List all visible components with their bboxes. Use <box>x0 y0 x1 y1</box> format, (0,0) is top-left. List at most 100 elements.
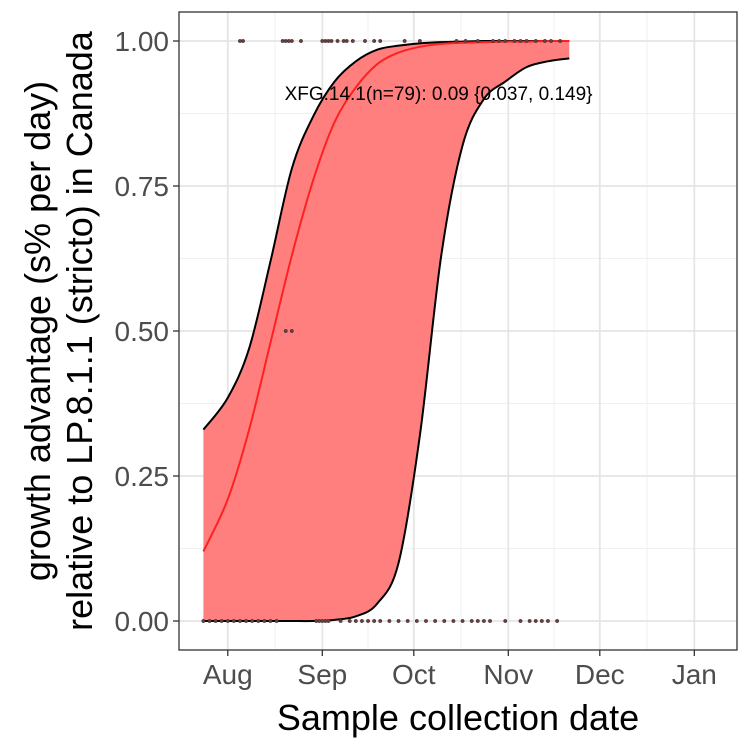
y-tick-label: 0.75 <box>115 171 170 202</box>
data-point <box>250 619 255 623</box>
x-axis-title: Sample collection date <box>277 697 639 738</box>
data-point <box>213 619 218 623</box>
data-point <box>280 39 285 43</box>
data-point <box>256 619 261 623</box>
y-axis-title: growth advantage (s% per day) relative t… <box>17 30 100 631</box>
data-point <box>405 619 410 623</box>
data-point <box>320 39 325 43</box>
data-point <box>335 39 340 43</box>
data-point <box>533 39 538 43</box>
data-point <box>543 39 547 43</box>
data-point <box>524 39 529 43</box>
data-point <box>323 619 328 623</box>
x-tick-label: Dec <box>575 659 625 690</box>
data-point <box>317 619 322 623</box>
points-layer <box>201 39 563 623</box>
data-point <box>238 619 242 623</box>
data-point <box>518 39 523 43</box>
data-point <box>286 39 291 43</box>
data-point <box>289 329 294 333</box>
data-point <box>268 619 273 623</box>
y-axis-title-line-2: relative to LP.8.1.1 (stricto) in Canada <box>59 30 100 631</box>
data-point <box>323 39 328 43</box>
data-point <box>402 39 407 43</box>
data-point <box>558 39 563 43</box>
data-point <box>518 619 523 623</box>
y-axis-title-line-1: growth advantage (s% per day) <box>17 81 58 581</box>
data-point <box>231 619 236 623</box>
data-point <box>344 39 349 43</box>
data-point <box>463 39 468 43</box>
data-point <box>417 39 422 43</box>
data-point <box>219 619 224 623</box>
data-point <box>488 619 492 623</box>
data-point <box>460 619 465 623</box>
x-tick-label: Oct <box>392 659 436 690</box>
data-point <box>387 619 392 623</box>
data-point <box>372 39 377 43</box>
data-point <box>262 619 267 623</box>
data-point <box>414 619 419 623</box>
data-point <box>503 39 508 43</box>
data-point <box>527 619 532 623</box>
data-point <box>283 329 288 333</box>
data-point <box>274 619 279 623</box>
data-point <box>363 39 367 43</box>
data-point <box>546 619 550 623</box>
data-point <box>244 619 248 623</box>
y-axis: 0.00 0.25 0.50 0.75 1.00 <box>115 26 179 637</box>
data-point <box>378 619 383 623</box>
data-point <box>372 619 377 623</box>
data-point <box>512 39 517 43</box>
y-tick-label: 0.50 <box>115 316 170 347</box>
data-point <box>469 619 474 623</box>
data-point <box>360 619 364 623</box>
data-point <box>314 619 319 623</box>
data-point <box>320 619 325 623</box>
x-axis: Aug Sep Oct Nov Dec Jan <box>203 650 717 690</box>
data-point <box>482 619 486 623</box>
x-tick-label: Nov <box>483 659 533 690</box>
x-tick-label: Sep <box>297 659 347 690</box>
data-point <box>207 619 212 623</box>
data-point <box>347 619 352 623</box>
data-point <box>329 39 334 43</box>
data-point <box>289 39 294 43</box>
data-point <box>326 619 331 623</box>
data-point <box>225 619 230 623</box>
data-point <box>454 39 459 43</box>
y-tick-label: 0.25 <box>115 461 170 492</box>
data-point <box>491 39 495 43</box>
data-point <box>326 39 331 43</box>
x-tick-label: Aug <box>203 659 253 690</box>
x-tick-label: Jan <box>672 659 717 690</box>
data-point <box>283 39 288 43</box>
data-point <box>366 619 370 623</box>
data-point <box>497 39 502 43</box>
data-point <box>549 39 553 43</box>
data-point <box>241 39 245 43</box>
y-tick-label: 0.00 <box>115 606 170 637</box>
data-point <box>350 39 355 43</box>
data-point <box>533 619 538 623</box>
data-point <box>503 619 508 623</box>
data-point <box>424 619 428 623</box>
data-point <box>341 39 346 43</box>
data-point <box>475 619 480 623</box>
data-point <box>396 619 401 623</box>
confidence-band <box>203 40 570 622</box>
annotation: XFG.14.1(n=79): 0.09 {0.037, 0.149} <box>285 84 593 105</box>
data-point <box>442 619 447 623</box>
data-point <box>378 39 383 43</box>
data-point <box>555 619 559 623</box>
data-point <box>433 619 438 623</box>
data-point <box>353 619 358 623</box>
data-point <box>451 619 456 623</box>
data-point <box>475 39 480 43</box>
data-point <box>299 39 303 43</box>
data-point <box>539 619 544 623</box>
data-point <box>238 39 242 43</box>
data-point <box>338 619 343 623</box>
y-tick-label: 1.00 <box>115 26 170 57</box>
